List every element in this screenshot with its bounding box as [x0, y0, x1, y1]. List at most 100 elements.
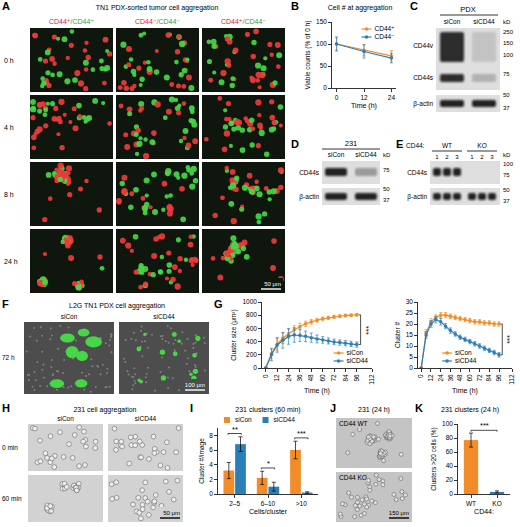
svg-text:231 (24 h): 231 (24 h): [358, 406, 390, 414]
svg-text:1000: 1000: [242, 298, 257, 305]
svg-text:12: 12: [360, 94, 368, 101]
svg-text:siCD44: siCD44: [355, 151, 377, 158]
svg-text:0: 0: [449, 490, 453, 497]
svg-text:84: 84: [485, 374, 492, 382]
svg-text:2: 2: [209, 476, 213, 483]
svg-text:KO: KO: [492, 500, 501, 507]
svg-text:12: 12: [427, 374, 434, 382]
svg-text:40: 40: [446, 462, 454, 469]
svg-text:0: 0: [253, 364, 257, 371]
svg-text:CD44s: CD44s: [407, 169, 428, 176]
svg-text:20: 20: [446, 476, 454, 483]
svg-text:Cluster size (μm²): Cluster size (μm²): [230, 309, 238, 360]
svg-text:*: *: [267, 459, 270, 468]
svg-text:100: 100: [316, 40, 327, 47]
svg-text:Time (h): Time (h): [351, 102, 377, 110]
svg-text:I: I: [190, 402, 193, 414]
svg-text:kD: kD: [383, 152, 391, 158]
svg-text:siCD44: siCD44: [473, 18, 495, 25]
svg-text:Viable counts (% of 0 h): Viable counts (% of 0 h): [304, 21, 312, 90]
svg-text:30: 30: [406, 298, 414, 305]
svg-text:400: 400: [246, 338, 257, 345]
svg-text:80: 80: [446, 434, 454, 441]
svg-text:50: 50: [503, 187, 510, 193]
svg-text:20: 20: [406, 320, 414, 327]
svg-text:>10: >10: [296, 500, 307, 507]
svg-text:D: D: [291, 138, 299, 150]
svg-text:36: 36: [296, 374, 303, 382]
svg-text:15: 15: [406, 331, 414, 338]
svg-text:24: 24: [388, 94, 396, 101]
svg-text:2–5: 2–5: [229, 500, 240, 507]
svg-text:60: 60: [446, 448, 454, 455]
svg-text:8: 8: [209, 432, 213, 439]
svg-text:96: 96: [495, 374, 502, 382]
svg-text:231 clusters (60 min): 231 clusters (60 min): [235, 406, 300, 414]
svg-text:siCon: siCon: [61, 313, 78, 320]
svg-text:β-actin: β-actin: [299, 193, 319, 201]
svg-text:CD44⁺/CD44⁻: CD44⁺/CD44⁻: [221, 18, 266, 25]
svg-text:siCon: siCon: [444, 18, 461, 25]
svg-text:**: **: [232, 425, 238, 434]
svg-text:***: ***: [364, 326, 373, 335]
svg-text:37: 37: [503, 198, 510, 204]
svg-text:3: 3: [490, 154, 494, 160]
svg-text:24: 24: [437, 374, 444, 382]
svg-text:0: 0: [335, 94, 339, 101]
svg-text:CD44⁺: CD44⁺: [375, 25, 395, 32]
svg-text:5: 5: [409, 353, 413, 360]
svg-text:231 cell aggregation: 231 cell aggregation: [73, 406, 136, 414]
svg-text:800: 800: [246, 311, 257, 318]
svg-text:siCon: siCon: [235, 416, 252, 423]
svg-text:WT: WT: [466, 500, 476, 507]
svg-text:72 h: 72 h: [2, 354, 15, 361]
svg-text:1: 1: [435, 154, 439, 160]
svg-text:150 μm: 150 μm: [389, 510, 409, 516]
svg-text:1: 1: [470, 154, 474, 160]
svg-text:25: 25: [406, 309, 414, 316]
svg-text:***: ***: [505, 335, 514, 344]
svg-text:36: 36: [447, 374, 454, 382]
svg-text:2: 2: [445, 154, 449, 160]
svg-text:CD44⁻: CD44⁻: [375, 33, 395, 40]
svg-text:37: 37: [383, 197, 390, 203]
svg-text:Cell # at aggregation: Cell # at aggregation: [328, 4, 393, 12]
svg-text:2: 2: [480, 154, 484, 160]
svg-text:siCon: siCon: [328, 151, 345, 158]
svg-text:CD44:: CD44:: [474, 508, 494, 515]
svg-text:kD: kD: [503, 19, 511, 25]
svg-text:CD44v: CD44v: [413, 42, 434, 49]
svg-text:siCD44: siCD44: [153, 313, 175, 320]
svg-text:siCon: siCon: [347, 349, 364, 356]
svg-text:10: 10: [406, 342, 414, 349]
svg-text:60: 60: [319, 374, 326, 382]
svg-text:231 clusters (24 h): 231 clusters (24 h): [441, 406, 499, 414]
svg-text:48: 48: [307, 374, 314, 382]
svg-text:37: 37: [503, 105, 510, 111]
svg-text:β-actin: β-actin: [407, 193, 427, 201]
svg-text:***: ***: [480, 421, 489, 430]
svg-text:L2G TN1 PDX cell aggregation: L2G TN1 PDX cell aggregation: [69, 302, 165, 310]
svg-text:0: 0: [323, 84, 327, 91]
svg-text:Time (h): Time (h): [452, 387, 478, 395]
svg-text:48: 48: [456, 374, 463, 382]
svg-text:siCD44: siCD44: [135, 415, 157, 422]
svg-text:100 μm: 100 μm: [185, 382, 205, 388]
svg-text:60: 60: [466, 374, 473, 382]
svg-text:CD44:: CD44:: [406, 142, 425, 149]
svg-text:Time (h): Time (h): [304, 387, 330, 395]
svg-text:E: E: [396, 138, 403, 150]
svg-text:250: 250: [503, 29, 514, 35]
svg-text:G: G: [214, 298, 223, 310]
svg-text:CD44 WT: CD44 WT: [339, 420, 368, 427]
svg-text:Cluster #: Cluster #: [394, 322, 401, 348]
svg-text:Cells/cluster: Cells/cluster: [249, 508, 288, 515]
svg-text:75: 75: [383, 167, 390, 173]
svg-text:β-actin: β-actin: [413, 100, 433, 108]
svg-text:96: 96: [353, 374, 360, 382]
svg-text:150: 150: [503, 40, 514, 46]
svg-text:75: 75: [503, 71, 510, 77]
svg-text:J: J: [330, 402, 336, 414]
svg-text:6: 6: [209, 446, 213, 453]
svg-text:24: 24: [285, 374, 292, 382]
